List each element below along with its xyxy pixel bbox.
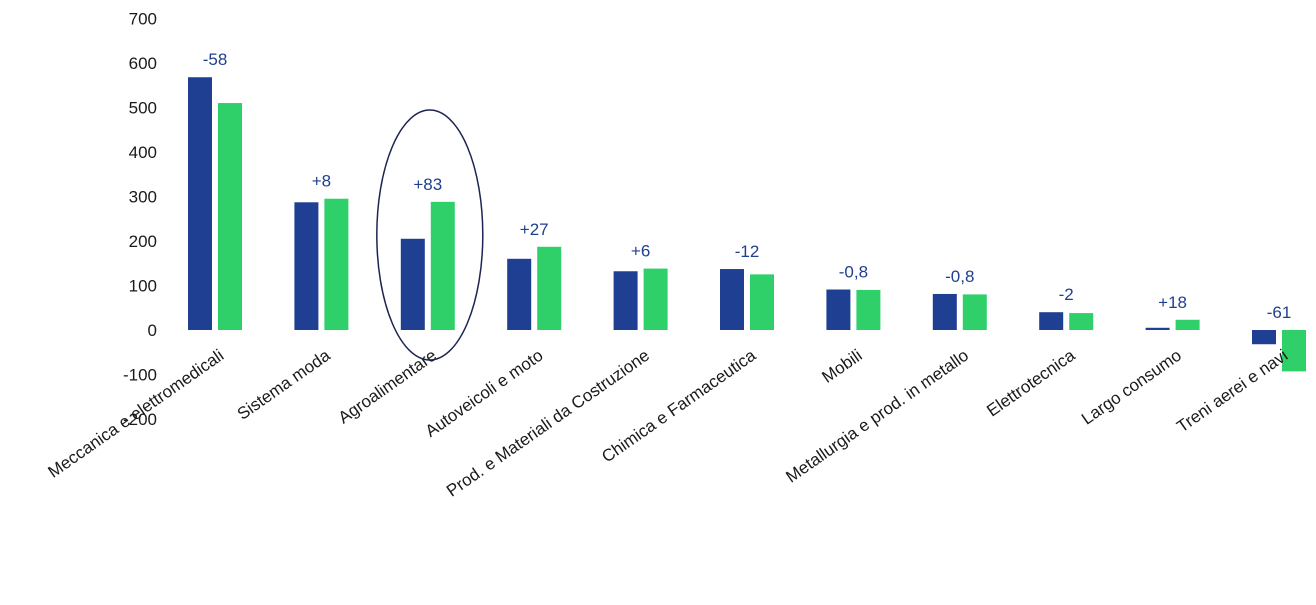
bar-series-2	[1069, 313, 1094, 330]
data-labels: -58 +8 +83 +27 +6 -12 -0,8 -0,8 -2 +18 -61	[203, 50, 1292, 322]
category-label: Elettrotecnica	[983, 345, 1079, 420]
category-label: Agroalimentare	[335, 346, 440, 428]
bar-series-1	[932, 293, 957, 330]
data-label: +18	[1158, 293, 1187, 312]
y-tick-label: 0	[148, 321, 157, 340]
category-label: Sistema moda	[234, 345, 334, 423]
y-tick-label: 100	[129, 277, 157, 296]
bar-series-1	[1145, 327, 1170, 330]
bar-series-1	[188, 77, 212, 331]
y-tick-label: 300	[129, 188, 157, 207]
bar-series-1	[613, 271, 638, 330]
bar-series-2	[218, 103, 242, 330]
data-label: -2	[1059, 285, 1074, 304]
bar-series-2	[856, 289, 881, 330]
bar-series-1	[1252, 330, 1276, 345]
data-label: +83	[413, 175, 442, 194]
data-label: +27	[520, 220, 549, 239]
category-label: Prod. e Materiali da Costruzione	[443, 346, 653, 501]
bar-series-2	[962, 294, 987, 330]
bar-series-2	[430, 201, 455, 330]
y-tick-label: 600	[129, 54, 157, 73]
bar-series-1	[720, 269, 744, 330]
data-label: +8	[312, 172, 331, 191]
bars	[188, 77, 1306, 372]
bar-series-2	[643, 268, 668, 330]
data-label: -61	[1267, 303, 1292, 322]
bar-series-1	[507, 258, 532, 330]
bar-series-1	[1039, 312, 1064, 330]
category-label: Largo consumo	[1078, 346, 1185, 429]
data-label: -12	[735, 242, 760, 261]
x-axis-labels: Meccanica e elettromedicali Sistema moda A…	[45, 345, 1292, 500]
bar-series-1	[400, 238, 425, 330]
bar-series-2	[750, 274, 774, 330]
data-label: +6	[631, 242, 650, 261]
y-axis: 700 600 500 400 300 200 100 0 -100 -200	[123, 10, 157, 430]
bar-series-2	[1175, 319, 1200, 330]
y-tick-label: 200	[129, 232, 157, 251]
y-tick-label: -100	[123, 366, 157, 385]
data-label: -58	[203, 50, 228, 69]
category-label: Metallurgia e prod. in metallo	[782, 346, 972, 487]
bar-series-1	[826, 289, 851, 330]
data-label: -0,8	[945, 267, 974, 286]
y-tick-label: 700	[129, 10, 157, 29]
y-tick-label: 400	[129, 143, 157, 162]
data-label: -0,8	[839, 263, 868, 282]
bar-series-1	[294, 202, 319, 330]
bar-series-2	[537, 246, 562, 330]
y-tick-label: -200	[123, 410, 157, 429]
y-tick-label: 500	[129, 99, 157, 118]
category-label: Mobili	[818, 346, 865, 387]
category-label: Treni aerei e navi	[1173, 346, 1291, 437]
highlight-ellipse	[376, 109, 484, 361]
bar-series-2	[324, 198, 349, 330]
bar-series-2	[1282, 330, 1306, 372]
